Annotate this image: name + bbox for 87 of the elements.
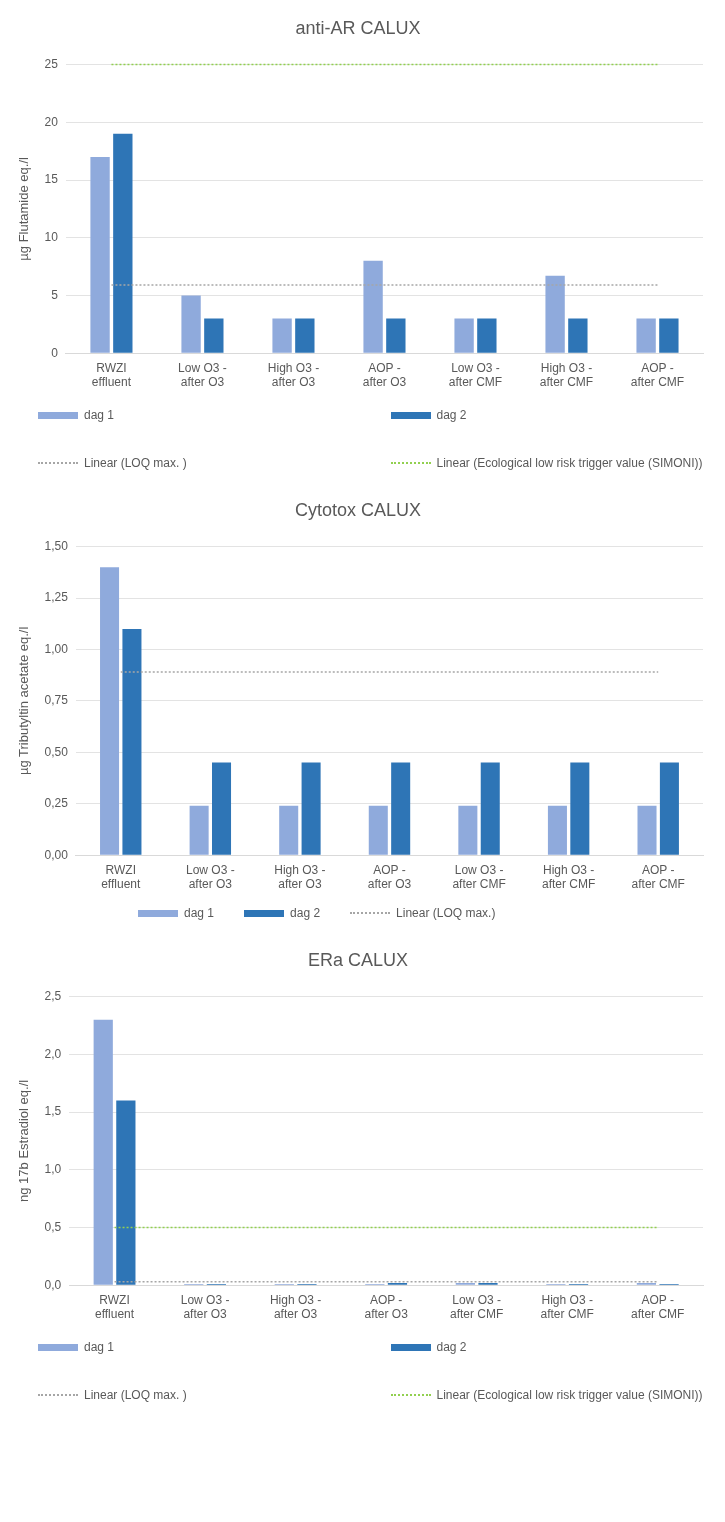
legend-label: dag 2 <box>290 906 321 920</box>
bar <box>279 805 299 855</box>
y-tick-label: 0,50 <box>44 744 69 759</box>
legend-label: dag 2 <box>436 408 467 422</box>
legend-label: Linear (LOQ max. ) <box>84 456 187 470</box>
bar <box>113 133 133 353</box>
bar <box>477 318 497 353</box>
bar <box>368 805 388 855</box>
legend-label: dag 1 <box>84 1340 115 1354</box>
y-tick-label: 5 <box>51 287 59 302</box>
bar <box>458 805 478 855</box>
legend-label: dag 1 <box>84 408 115 422</box>
x-tick-label: Low O3 - after CMF <box>450 1292 504 1322</box>
bar <box>295 318 315 353</box>
x-tick-label: Low O3 - after CMF <box>452 862 506 892</box>
y-tick-label: 0,0 <box>44 1277 62 1292</box>
bar <box>545 275 565 353</box>
legend-label: dag 1 <box>184 906 215 920</box>
y-tick-label: 2,5 <box>44 988 62 1003</box>
legend-label: Linear (LOQ max.) <box>396 906 496 920</box>
x-tick-label: AOP - after O3 <box>364 1292 409 1322</box>
x-tick-label: High O3 - after O3 <box>269 1292 322 1322</box>
bar <box>547 805 567 855</box>
bar <box>100 567 120 855</box>
bar <box>454 318 474 353</box>
bar <box>659 762 679 855</box>
chart-title: anti-AR CALUX <box>295 17 421 38</box>
bar <box>122 628 142 855</box>
y-tick-label: 15 <box>44 172 59 187</box>
x-tick-label: High O3 - after CMF <box>540 1292 594 1322</box>
x-tick-label: High O3 - after O3 <box>267 360 320 390</box>
x-tick-label: RWZI effluent <box>91 360 132 390</box>
bar <box>637 805 657 855</box>
bar <box>570 762 590 855</box>
y-tick-label: 1,5 <box>44 1104 62 1119</box>
x-tick-label: Low O3 - after O3 <box>180 1292 230 1322</box>
y-tick-label: 2,0 <box>44 1046 62 1061</box>
x-tick-label: Low O3 - after CMF <box>448 360 503 390</box>
legend-label: Linear (Ecological low risk trigger value (SIMONI)) <box>436 456 703 470</box>
bar <box>391 762 411 855</box>
bar <box>301 762 321 855</box>
x-tick-label: Low O3 - after O3 <box>185 862 235 892</box>
legend-label: dag 2 <box>436 1340 467 1354</box>
legend-label: Linear (LOQ max. ) <box>84 1388 187 1402</box>
y-tick-label: 0,5 <box>44 1219 62 1234</box>
x-tick-label: AOP - after O3 <box>362 360 407 390</box>
bar <box>212 762 232 855</box>
bar <box>386 318 406 353</box>
bar <box>568 318 588 353</box>
y-tick-label: 0,25 <box>44 796 69 811</box>
y-tick-label: 1,50 <box>44 538 69 553</box>
y-tick-label: 20 <box>44 114 59 129</box>
bar <box>204 318 224 353</box>
x-tick-label: High O3 - after CMF <box>539 360 594 390</box>
y-tick-label: 0 <box>51 345 59 360</box>
x-tick-label: RWZI effluent <box>101 862 141 892</box>
x-tick-label: Low O3 - after O3 <box>178 360 227 390</box>
bar <box>659 318 679 353</box>
bar <box>90 156 110 353</box>
y-tick-label: 0,75 <box>44 693 69 708</box>
y-tick-label: 1,0 <box>44 1162 62 1177</box>
bar <box>272 318 292 353</box>
y-tick-label: 25 <box>44 56 59 71</box>
y-tick-label: 10 <box>44 230 59 245</box>
bar <box>189 805 209 855</box>
bar <box>636 318 656 353</box>
bar <box>116 1100 136 1285</box>
bar <box>93 1019 113 1285</box>
x-tick-label: AOP - after CMF <box>631 1292 685 1322</box>
y-axis-title: ng 17b Estradiol eq./l <box>16 1079 32 1202</box>
x-tick-label: AOP - after CMF <box>630 360 685 390</box>
bar <box>480 762 500 855</box>
x-tick-label: AOP - after O3 <box>367 862 412 892</box>
y-tick-label: 1,00 <box>44 641 69 656</box>
bar <box>363 260 383 353</box>
legend-label: Linear (Ecological low risk trigger value (SIMONI)) <box>436 1388 703 1402</box>
bar <box>181 295 201 353</box>
y-axis-title: µg Flutamide eq./l <box>16 156 32 261</box>
x-tick-label: AOP - after CMF <box>631 862 685 892</box>
chart-title: ERa CALUX <box>307 949 409 970</box>
y-axis-title: µg Tributyltin acetate eq./l <box>16 626 32 776</box>
x-tick-label: RWZI effluent <box>94 1292 135 1322</box>
x-tick-label: High O3 - after CMF <box>541 862 596 892</box>
y-tick-label: 1,25 <box>44 590 69 605</box>
chart-title: Cytotox CALUX <box>294 499 422 520</box>
x-tick-label: High O3 - after O3 <box>274 862 326 892</box>
y-tick-label: 0,00 <box>44 847 69 862</box>
